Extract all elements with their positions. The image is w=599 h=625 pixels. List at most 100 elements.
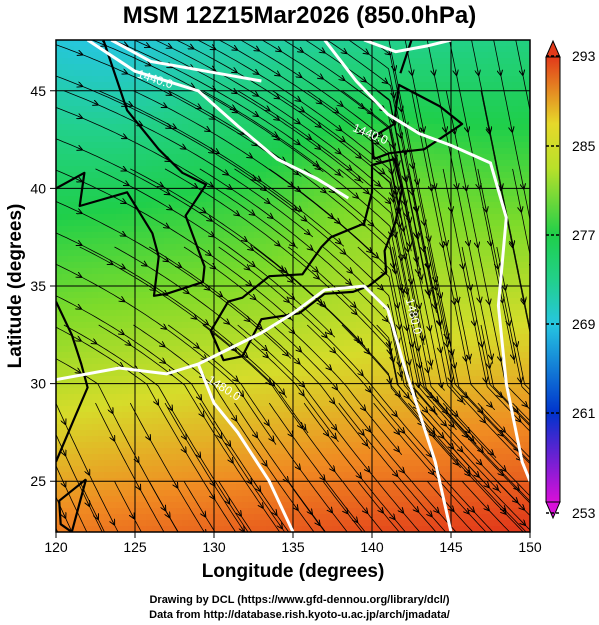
field-cell [242,64,249,71]
field-cell [338,118,345,125]
field-cell [518,196,525,203]
field-cell [116,190,123,197]
field-cell [344,298,351,305]
field-cell [482,172,489,179]
field-cell [308,52,315,59]
field-cell [152,226,159,233]
field-cell [344,346,351,353]
field-cell [488,376,495,383]
field-cell [524,250,530,257]
field-cell [446,184,453,191]
field-cell [122,406,129,413]
field-cell [368,286,375,293]
field-cell [224,304,231,311]
field-cell [416,370,423,377]
field-cell [476,298,483,305]
field-cell [314,46,321,53]
field-cell [416,328,423,335]
field-cell [230,136,237,143]
field-cell [482,76,489,83]
field-cell [200,232,207,239]
field-cell [518,220,525,227]
field-cell [350,46,357,53]
field-cell [194,142,201,149]
field-cell [164,310,171,317]
field-cell [74,202,81,209]
field-cell [278,322,285,329]
field-cell [512,184,519,191]
field-cell [236,76,243,83]
field-cell [212,226,219,233]
field-cell [338,310,345,317]
field-cell [146,382,153,389]
field-cell [458,280,465,287]
field-cell [338,142,345,149]
field-cell [476,316,483,323]
field-cell [362,232,369,239]
field-cell [338,406,345,413]
field-cell [452,394,459,401]
field-cell [362,142,369,149]
field-cell [362,202,369,209]
field-cell [92,184,99,191]
field-cell [218,400,225,407]
field-cell [482,154,489,161]
field-cell [344,376,351,383]
field-cell [140,400,147,407]
field-cell [344,118,351,125]
field-cell [350,214,357,221]
field-cell [338,130,345,137]
field-cell [224,382,231,389]
field-cell [368,100,375,107]
field-cell [362,172,369,179]
field-cell [524,352,530,359]
field-cell [56,64,63,71]
field-cell [272,292,279,299]
field-cell [128,334,135,341]
field-cell [152,358,159,365]
field-cell [308,130,315,137]
field-cell [140,244,147,251]
field-cell [350,346,357,353]
field-cell [206,244,213,251]
field-cell [170,382,177,389]
field-cell [146,274,153,281]
field-cell [422,340,429,347]
field-cell [494,220,501,227]
field-cell [374,40,381,47]
field-cell [302,274,309,281]
field-cell [404,412,411,419]
field-cell [368,130,375,137]
field-cell [422,184,429,191]
field-cell [80,280,87,287]
field-cell [248,400,255,407]
field-cell [296,298,303,305]
field-cell [152,40,159,47]
field-cell [218,214,225,221]
field-cell [248,58,255,65]
field-cell [86,358,93,365]
field-cell [170,250,177,257]
field-cell [206,142,213,149]
field-cell [62,346,69,353]
field-cell [518,148,525,155]
field-cell [194,118,201,125]
field-cell [434,172,441,179]
field-cell [368,340,375,347]
field-cell [92,208,99,215]
field-cell [170,346,177,353]
field-cell [452,400,459,407]
field-cell [152,334,159,341]
field-cell [446,220,453,227]
field-cell [446,52,453,59]
field-cell [242,310,249,317]
field-cell [158,382,165,389]
field-cell [158,64,165,71]
field-cell [74,40,81,47]
field-cell [368,394,375,401]
field-cell [56,358,63,365]
field-cell [482,262,489,269]
field-cell [524,136,530,143]
field-cell [518,214,525,221]
field-cell [446,400,453,407]
